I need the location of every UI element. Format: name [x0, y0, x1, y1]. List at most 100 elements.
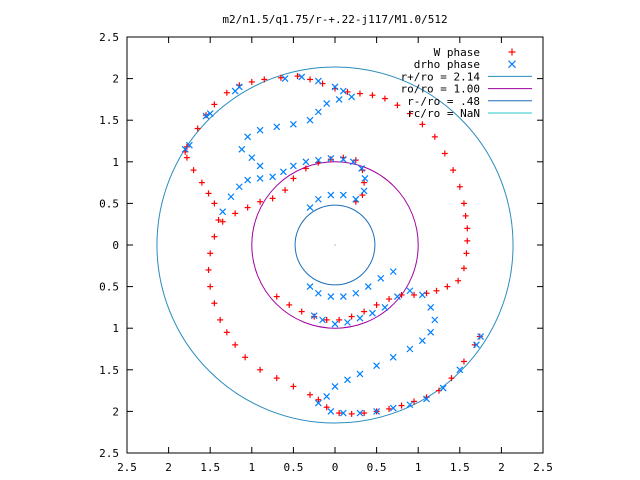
drho-phase-point: [331, 320, 339, 328]
drho-phase-point: [439, 384, 447, 392]
drho-phase-point: [427, 328, 435, 336]
drho-phase-point: [235, 83, 243, 91]
axis-ticks: 2.5 2 1.5 1 0.5 0 0.5 1 1.5 2 2.52.521.510.500.511…: [99, 31, 553, 474]
w-phase-point: [232, 341, 239, 348]
drho-phase-point: [418, 291, 426, 299]
w-phase-point: [381, 95, 388, 102]
w-phase-point: [277, 74, 284, 81]
drho-phase-point: [327, 293, 335, 301]
drho-phase-point: [327, 407, 335, 415]
w-phase-point: [211, 233, 218, 240]
w-phase-point: [348, 410, 355, 417]
drho-phase-point: [256, 175, 264, 182]
drho-phase-point: [344, 318, 351, 326]
data-points: [181, 73, 485, 417]
drho-phase-point: [352, 289, 360, 297]
w-phase-point: [205, 266, 212, 273]
y-tick-label: 0: [112, 239, 119, 252]
w-phase-point: [232, 210, 239, 217]
w-phase-point: [463, 250, 470, 257]
w-phase-point: [460, 200, 467, 207]
drho-phase-point: [281, 75, 289, 83]
legend-label: W phase: [434, 46, 480, 59]
w-phase-point: [386, 405, 393, 412]
w-phase-point: [455, 277, 462, 284]
w-phase-point: [323, 404, 330, 411]
w-phase-point: [211, 200, 218, 207]
w-phase-point: [444, 283, 451, 290]
drho-phase-point: [185, 141, 193, 149]
w-phase-point: [290, 175, 297, 182]
w-phase-point: [344, 88, 351, 95]
x-tick-label: 0.5: [367, 461, 387, 474]
drho-phase-point: [327, 155, 335, 162]
drho-phase-point: [456, 366, 464, 374]
drho-phase-point: [427, 303, 435, 311]
drho-phase-point: [314, 77, 322, 85]
w-phase-point: [361, 308, 368, 315]
drho-phase-point: [406, 345, 414, 353]
w-phase-point: [348, 313, 355, 320]
drho-phase-point: [256, 162, 264, 170]
drho-phase-point: [356, 314, 364, 322]
x-tick-label: 1.5: [450, 461, 470, 474]
w-phase-point: [441, 150, 448, 157]
reference-circles: [156, 66, 514, 424]
drho-phase-point: [389, 353, 397, 361]
w-phase-point: [294, 73, 301, 80]
drho-phase-point: [349, 158, 357, 166]
w-phase-point: [307, 76, 314, 83]
w-phase-point: [286, 301, 293, 308]
drho-phase-point: [418, 337, 426, 345]
x-tick-label: 2: [498, 461, 505, 474]
w-phase-point: [462, 212, 469, 219]
y-tick-label: 2.5: [99, 31, 119, 44]
drho-phase-point: [389, 404, 397, 412]
w-phase-point: [450, 167, 457, 174]
drho-phase-point: [477, 333, 485, 340]
y-tick-label: 1: [112, 156, 119, 169]
drho-phase-point: [344, 376, 351, 384]
w-phase-point: [190, 167, 197, 174]
legend-marker: [508, 48, 516, 56]
drho-phase-point: [339, 191, 347, 199]
w-phase-point: [323, 316, 330, 323]
w-phase-point: [369, 92, 376, 99]
w-phase-point: [223, 329, 230, 336]
w-phase-point: [431, 133, 438, 140]
drho-phase-point: [331, 83, 339, 91]
drho-phase-point: [310, 312, 318, 320]
y-tick-label: 2: [112, 73, 119, 86]
drho-phase-point: [423, 395, 430, 403]
y-tick-label: 0.5: [99, 197, 119, 210]
w-phase-point: [460, 265, 467, 272]
drho-phase-point: [473, 341, 480, 349]
w-phase-point: [411, 291, 418, 298]
drho-phase-point: [360, 187, 368, 195]
y-tick-label: 1: [112, 322, 119, 335]
drho-phase-point: [327, 191, 335, 199]
drho-phase-point: [356, 409, 364, 417]
drho-phase-point: [352, 195, 360, 203]
w-phase-point: [242, 354, 249, 361]
center-dot: [334, 244, 336, 246]
drho-phase-point: [389, 268, 397, 276]
w-phase-point: [257, 198, 264, 205]
drho-phase-point: [244, 133, 252, 141]
drho-phase-point: [273, 123, 281, 131]
drho-phase-point: [298, 73, 306, 81]
w-phase-point: [411, 398, 418, 405]
w-phase-point: [419, 121, 426, 128]
w-phase-point: [282, 187, 289, 194]
legend-label: ro/ro = 1.00: [401, 83, 480, 96]
w-phase-point: [261, 76, 268, 83]
w-phase-point: [361, 179, 368, 186]
w-phase-point: [219, 218, 226, 225]
w-phase-point: [183, 154, 190, 161]
x-tick-label: 2.5: [117, 461, 137, 474]
drho-phase-point: [289, 120, 297, 128]
drho-phase-point: [279, 168, 287, 176]
legend-label: r+/ro = 2.14: [401, 70, 481, 83]
